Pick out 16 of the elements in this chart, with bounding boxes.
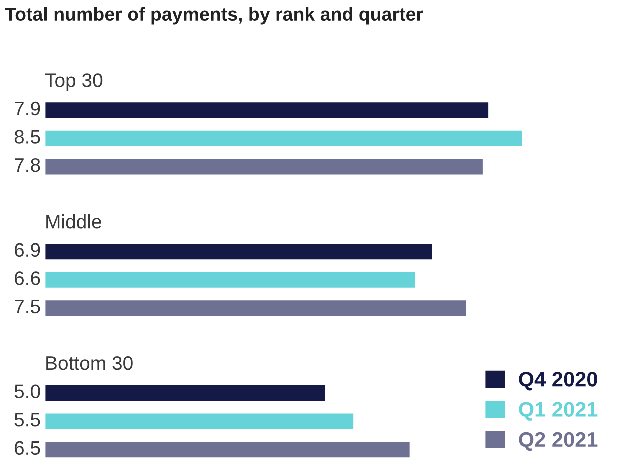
legend-label: Q1 2021 bbox=[519, 402, 598, 421]
data-label: 8.5 bbox=[14, 130, 40, 144]
y-tick-label: Middle bbox=[46, 214, 102, 229]
legend-label: Q2 2021 bbox=[519, 432, 598, 452]
data-label: 7.9 bbox=[15, 102, 40, 116]
y-tick-label: Top 30 bbox=[45, 74, 103, 92]
data-label: 7.5 bbox=[15, 300, 40, 314]
data-label: 6.5 bbox=[15, 441, 40, 456]
data-label: 6.9 bbox=[15, 243, 40, 258]
y-tick-label: Bottom 30 bbox=[46, 356, 133, 370]
legend-label: Q4 2020 bbox=[519, 372, 598, 391]
chart-title: Total number of payments, by rank and quarter bbox=[5, 7, 424, 25]
data-label: 7.8 bbox=[15, 158, 40, 172]
data-label: 5.0 bbox=[14, 384, 40, 399]
data-label: 6.6 bbox=[15, 272, 40, 286]
data-label: 5.5 bbox=[14, 413, 40, 427]
